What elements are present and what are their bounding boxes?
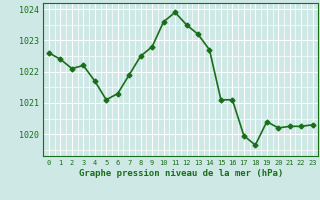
X-axis label: Graphe pression niveau de la mer (hPa): Graphe pression niveau de la mer (hPa) bbox=[79, 169, 283, 178]
